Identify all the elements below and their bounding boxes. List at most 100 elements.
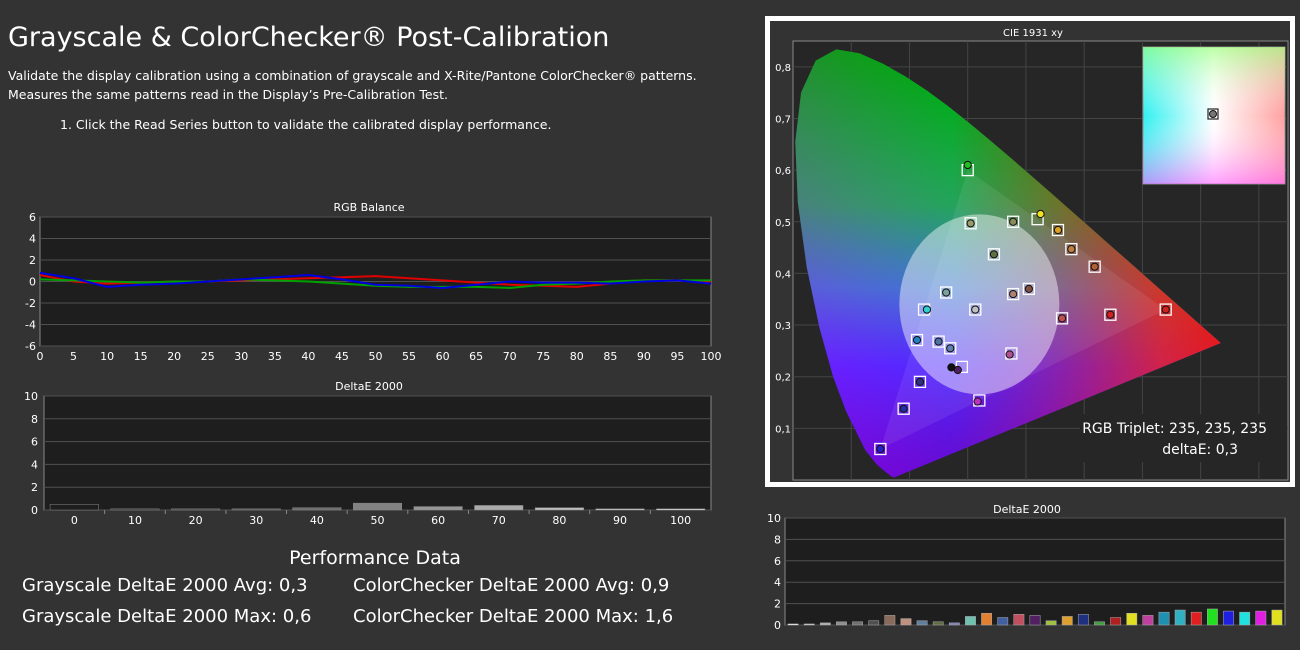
colorchecker-deltae-avg: ColorChecker DeltaE 2000 Avg: 0,9 (353, 575, 670, 596)
grayscale-deltae-bar (474, 505, 524, 511)
cie-measured-point (922, 305, 932, 314)
cie-measured-point (876, 444, 885, 454)
colorchecker-deltae-bar (1077, 614, 1089, 626)
colorchecker-deltae-ytick-label: 2 (774, 598, 781, 611)
cie-measured-point (1024, 284, 1033, 294)
colorchecker-deltae-chart: DeltaE 2000 10 8 6 4 2 0 (767, 503, 1286, 632)
cie-target-marker (913, 375, 927, 389)
cie-measured-point (1053, 225, 1063, 235)
rgb-ytick-label: 4 (29, 233, 36, 246)
cie-measured-point (966, 219, 975, 228)
rgb-xtick-label: 60 (436, 350, 450, 363)
cie-target-marker (1104, 308, 1117, 321)
grayscale-deltae-bar (413, 506, 463, 511)
colorchecker-deltae-bar (1239, 611, 1251, 626)
cie-target-marker (987, 248, 1001, 261)
cie-measured-point (946, 344, 955, 353)
cie-ytick-label: 0,4 (775, 269, 791, 280)
description-line-1: Validate the display calibration using a… (8, 68, 697, 83)
colorchecker-deltae-bar (1045, 620, 1057, 626)
cie-measured-point (915, 377, 925, 386)
colorchecker-deltae-title: DeltaE 2000 (993, 503, 1061, 516)
colorchecker-deltae-bar (932, 621, 944, 626)
description-line-2: Measures the same patterns read in the D… (8, 87, 448, 102)
cie-measured-point (1161, 305, 1170, 314)
colorchecker-deltae-bar (1271, 609, 1283, 626)
rgb-xtick-label: 5 (70, 350, 77, 363)
rgb-ytick-label: 2 (29, 254, 36, 267)
cie-measured-point (971, 305, 980, 314)
grayscale-deltae-xtick-label: 80 (552, 514, 566, 526)
cie-measured-point (973, 397, 982, 406)
cie-target-marker (1065, 242, 1078, 256)
grayscale-deltae-xtick-label: 100 (670, 514, 691, 526)
rgb-ytick-label: -4 (25, 319, 36, 332)
colorchecker-deltae-ytick-label: 4 (774, 576, 781, 589)
rgb-xtick-label: 0 (37, 350, 44, 363)
colorchecker-deltae-bar (965, 616, 976, 626)
colorchecker-deltae-max: ColorChecker DeltaE 2000 Max: 1,6 (353, 606, 674, 627)
grayscale-deltae-bar (595, 508, 645, 511)
cie-measured-point (1067, 245, 1076, 254)
grayscale-deltae-bar (49, 504, 99, 511)
colorchecker-deltae-ytick-label: 6 (774, 555, 781, 568)
colorchecker-deltae-bar (1029, 615, 1041, 626)
colorchecker-deltae-bar (1174, 609, 1186, 626)
rgb-xtick-label: 50 (369, 350, 383, 363)
colorchecker-deltae-plot-area (784, 517, 1286, 626)
grayscale-deltae-xtick-label: 50 (371, 514, 385, 526)
rgb-ytick-label: 0 (29, 276, 36, 289)
grayscale-deltae-avg: Grayscale DeltaE 2000 Avg: 0,3 (22, 575, 308, 596)
cie-target-marker (1022, 282, 1036, 296)
grayscale-deltae-bar (110, 508, 160, 511)
grayscale-deltae-xtick-label: 70 (492, 514, 506, 526)
cie-target-marker (1006, 287, 1020, 301)
cie-target-marker (969, 303, 982, 316)
rgb-xtick-label: 40 (301, 350, 315, 363)
grayscale-deltae-max: Grayscale DeltaE 2000 Max: 0,6 (22, 606, 312, 627)
colorchecker-deltae-ytick-label: 10 (767, 512, 781, 525)
rgb-xtick-label: 90 (637, 350, 651, 363)
grayscale-deltae-title: DeltaE 2000 (335, 380, 403, 393)
colorchecker-deltae-bar (819, 622, 831, 626)
colorchecker-deltae-bar (836, 621, 847, 626)
cie-inset (1142, 46, 1286, 185)
cie-measured-point (934, 337, 943, 346)
rgb-balance-title: RGB Balance (333, 201, 404, 214)
cie-measured-point (1057, 314, 1067, 323)
colorchecker-deltae-bar (1110, 617, 1122, 626)
grayscale-deltae-ytick-label: 10 (24, 390, 38, 403)
gamut-triangle (880, 170, 1166, 450)
rgb-xtick-label: 10 (100, 350, 114, 363)
cie-inset-target (1207, 108, 1219, 120)
colorchecker-deltae-ytick-label: 0 (774, 619, 781, 632)
colorchecker-deltae-bar (1126, 612, 1138, 626)
grayscale-deltae-xtick-label: 40 (310, 514, 324, 526)
grayscale-deltae-xtick-label: 90 (613, 514, 627, 526)
colorchecker-deltae-bar (1013, 614, 1025, 626)
green-series-line (39, 278, 711, 289)
rgb-ytick-label: 6 (29, 211, 36, 224)
grayscale-deltae-xtick-label: 30 (249, 514, 263, 526)
rgb-xtick-label: 80 (570, 350, 584, 363)
cie-target-marker (1088, 260, 1101, 273)
cie-ytick-label: 0,5 (775, 218, 791, 229)
grayscale-deltae-xtick-label: 10 (128, 514, 142, 526)
colorchecker-deltae-bar (900, 618, 912, 626)
grayscale-deltae-ytick-label: 4 (31, 458, 38, 471)
colorchecker-deltae-bar (997, 617, 1009, 626)
cie-ytick-label: 0,3 (775, 321, 791, 332)
colorchecker-deltae-bar (1061, 616, 1073, 626)
cie-measured-point (1090, 262, 1099, 271)
rgb-xtick-label: 20 (167, 350, 181, 363)
rgb-xtick-label: 30 (234, 350, 248, 363)
cie-measured-point (1005, 350, 1014, 359)
cie-target-marker (1055, 312, 1069, 325)
colorchecker-deltae-bar (916, 620, 928, 626)
grayscale-deltae-bar (534, 507, 584, 511)
rgb-xtick-label: 95 (670, 350, 684, 363)
grayscale-deltae-xtick-label: 0 (71, 514, 78, 526)
cie-ytick-label: 0,8 (775, 63, 791, 74)
